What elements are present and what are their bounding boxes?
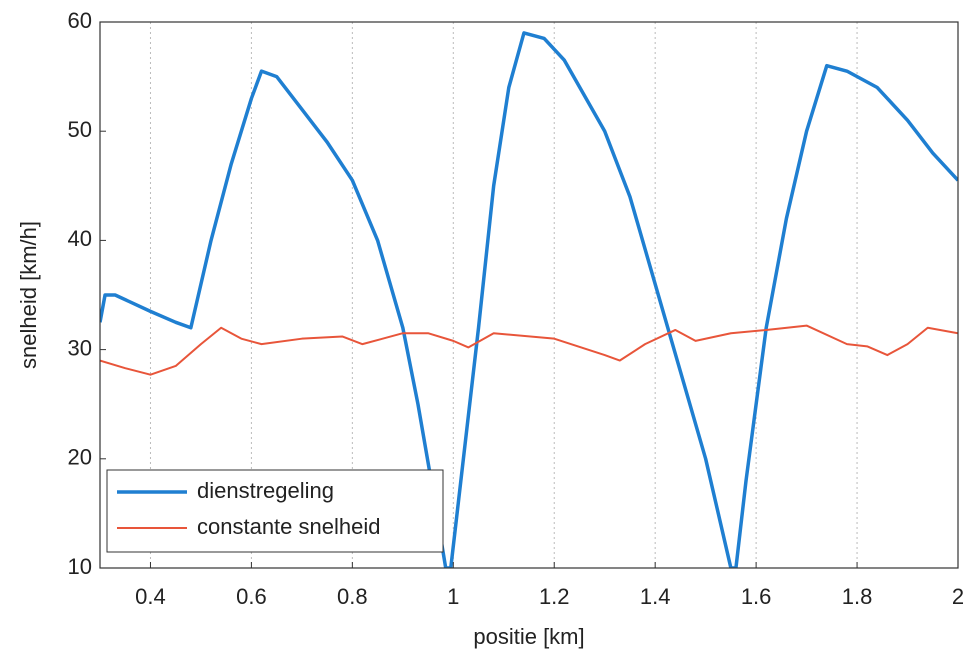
y-tick-label: 50 <box>68 117 92 142</box>
y-tick-label: 10 <box>68 554 92 579</box>
x-tick-label: 1.4 <box>640 584 671 609</box>
y-tick-label: 20 <box>68 445 92 470</box>
data-line <box>100 324 958 376</box>
x-tick-label: 2 <box>952 584 964 609</box>
x-tick-label: 1.6 <box>741 584 772 609</box>
y-tick-label: 30 <box>68 335 92 360</box>
y-tick-label: 60 <box>68 8 92 33</box>
legend-box <box>106 469 444 553</box>
x-tick-label: 0.8 <box>337 584 368 609</box>
x-tick-label: 0.6 <box>236 584 267 609</box>
data-line <box>100 31 958 568</box>
x-tick-label: 0.4 <box>135 584 166 609</box>
y-tick-label: 40 <box>68 226 92 251</box>
axes-frame <box>99 21 959 569</box>
legend-label: dienstregeling <box>197 478 334 503</box>
x-tick-label: 1.2 <box>539 584 570 609</box>
x-tick-label: 1 <box>447 584 459 609</box>
y-axis-label: snelheid [km/h] <box>16 221 41 369</box>
legend-label: constante snelheid <box>197 514 380 539</box>
x-tick-label: 1.8 <box>842 584 873 609</box>
x-axis-label: positie [km] <box>473 624 584 649</box>
